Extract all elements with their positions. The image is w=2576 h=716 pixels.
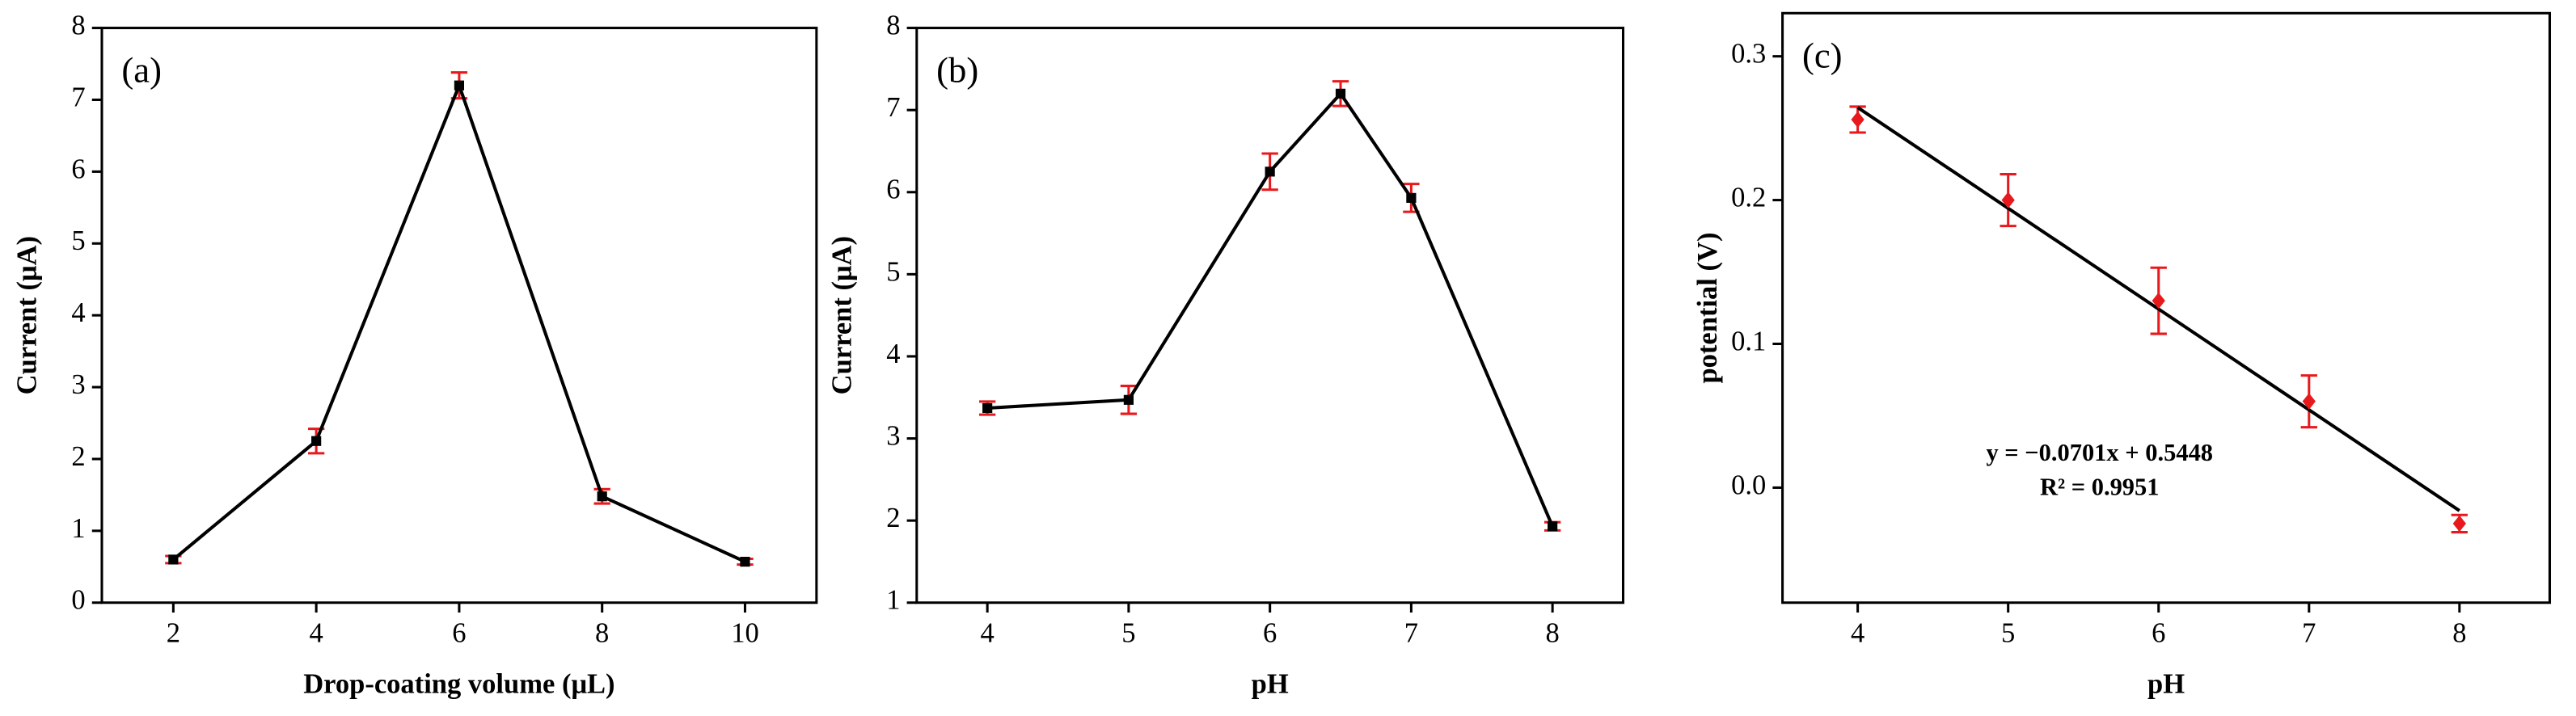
marker bbox=[1335, 88, 1346, 99]
x-tick-label: 4 bbox=[310, 617, 323, 648]
fit-r2: R² = 0.9951 bbox=[2040, 474, 2160, 501]
x-tick-label: 6 bbox=[2152, 617, 2165, 648]
x-tick-label: 5 bbox=[2001, 617, 2015, 648]
y-tick-label: 5 bbox=[71, 225, 85, 256]
x-tick-label: 4 bbox=[981, 617, 995, 648]
x-axis-label: pH bbox=[2147, 668, 2185, 699]
marker bbox=[740, 556, 750, 567]
y-axis-label: Current (μA) bbox=[826, 236, 857, 394]
data-line bbox=[987, 91, 1555, 528]
panel: 4 5 6 7 8 1 2 3 4 5 6 7 8 pH Current (μA) (b) bbox=[826, 11, 1625, 699]
y-axis-label: potential (V) bbox=[1692, 233, 1723, 384]
y-tick-label: 4 bbox=[886, 339, 900, 369]
panel: 4 5 6 7 8 0.0 0.1 0.2 0.3 pH potential (V) (c) y = −… bbox=[1692, 11, 2552, 699]
y-tick-label: 0.0 bbox=[1731, 470, 1766, 500]
panel-label: (a) bbox=[121, 50, 162, 91]
panel: 2 4 6 8 10 0 1 2 3 4 5 6 7 8 Drop-coating volume (μL) C… bbox=[11, 11, 818, 699]
y-axis-label: Current (μA) bbox=[11, 236, 42, 394]
x-tick-label: 8 bbox=[595, 617, 609, 648]
y-tick-label: 0.2 bbox=[1731, 183, 1766, 213]
x-tick-label: 6 bbox=[452, 617, 466, 648]
y-tick-label: 6 bbox=[71, 154, 85, 184]
marker bbox=[1265, 166, 1275, 177]
y-tick-label: 4 bbox=[71, 297, 85, 328]
x-axis-label: Drop-coating volume (μL) bbox=[303, 668, 614, 699]
x-tick-label: 4 bbox=[1851, 617, 1864, 648]
x-tick-label: 6 bbox=[1263, 617, 1277, 648]
marker bbox=[454, 80, 465, 91]
fit-line bbox=[1856, 106, 2460, 512]
y-tick-label: 1 bbox=[71, 513, 85, 544]
data-line bbox=[172, 80, 746, 563]
fit-equation: y = −0.0701x + 0.5448 bbox=[1986, 439, 2213, 466]
y-tick-label: 5 bbox=[886, 256, 900, 287]
marker bbox=[1406, 192, 1417, 203]
x-tick-label: 7 bbox=[1404, 617, 1418, 648]
y-tick-label: 2 bbox=[71, 441, 85, 472]
y-tick-label: 0 bbox=[71, 585, 85, 616]
x-tick-label: 8 bbox=[2452, 617, 2466, 648]
panel-label: (c) bbox=[1802, 35, 1843, 75]
y-tick-label: 0.3 bbox=[1731, 39, 1766, 69]
x-tick-label: 10 bbox=[731, 617, 759, 648]
marker bbox=[982, 402, 993, 414]
marker bbox=[1851, 111, 1864, 128]
y-tick-label: 3 bbox=[71, 369, 85, 400]
plot-frame bbox=[915, 27, 1625, 604]
marker bbox=[311, 436, 322, 446]
y-tick-label: 7 bbox=[71, 82, 85, 112]
x-tick-label: 5 bbox=[1121, 617, 1135, 648]
y-tick-label: 6 bbox=[886, 175, 900, 205]
y-tick-label: 8 bbox=[71, 11, 85, 41]
y-tick-label: 3 bbox=[886, 420, 900, 451]
y-tick-label: 7 bbox=[886, 92, 900, 123]
x-tick-label: 7 bbox=[2302, 617, 2316, 648]
plot-frame bbox=[100, 27, 818, 604]
marker bbox=[168, 554, 179, 565]
y-tick-label: 0.1 bbox=[1731, 326, 1766, 356]
marker bbox=[597, 491, 607, 502]
y-tick-label: 2 bbox=[886, 503, 900, 533]
y-tick-label: 1 bbox=[886, 585, 900, 616]
plot-frame bbox=[1781, 11, 2552, 604]
x-axis-label: pH bbox=[1252, 668, 1289, 699]
marker bbox=[2452, 515, 2466, 533]
x-tick-label: 2 bbox=[167, 617, 180, 648]
x-tick-label: 8 bbox=[1546, 617, 1560, 648]
y-tick-label: 8 bbox=[886, 11, 900, 41]
panel-label: (b) bbox=[936, 50, 978, 91]
marker bbox=[1123, 394, 1134, 405]
marker bbox=[1548, 521, 1558, 532]
